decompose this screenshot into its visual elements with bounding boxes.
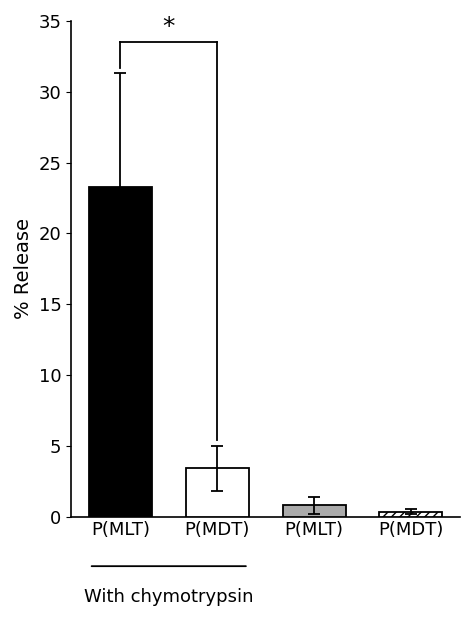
Text: With chymotrypsin: With chymotrypsin bbox=[84, 588, 254, 607]
Bar bbox=[89, 186, 152, 517]
Bar bbox=[283, 505, 346, 517]
Y-axis label: % Release: % Release bbox=[14, 218, 33, 319]
Bar bbox=[186, 469, 249, 517]
Bar bbox=[380, 512, 442, 517]
Text: *: * bbox=[163, 15, 175, 39]
